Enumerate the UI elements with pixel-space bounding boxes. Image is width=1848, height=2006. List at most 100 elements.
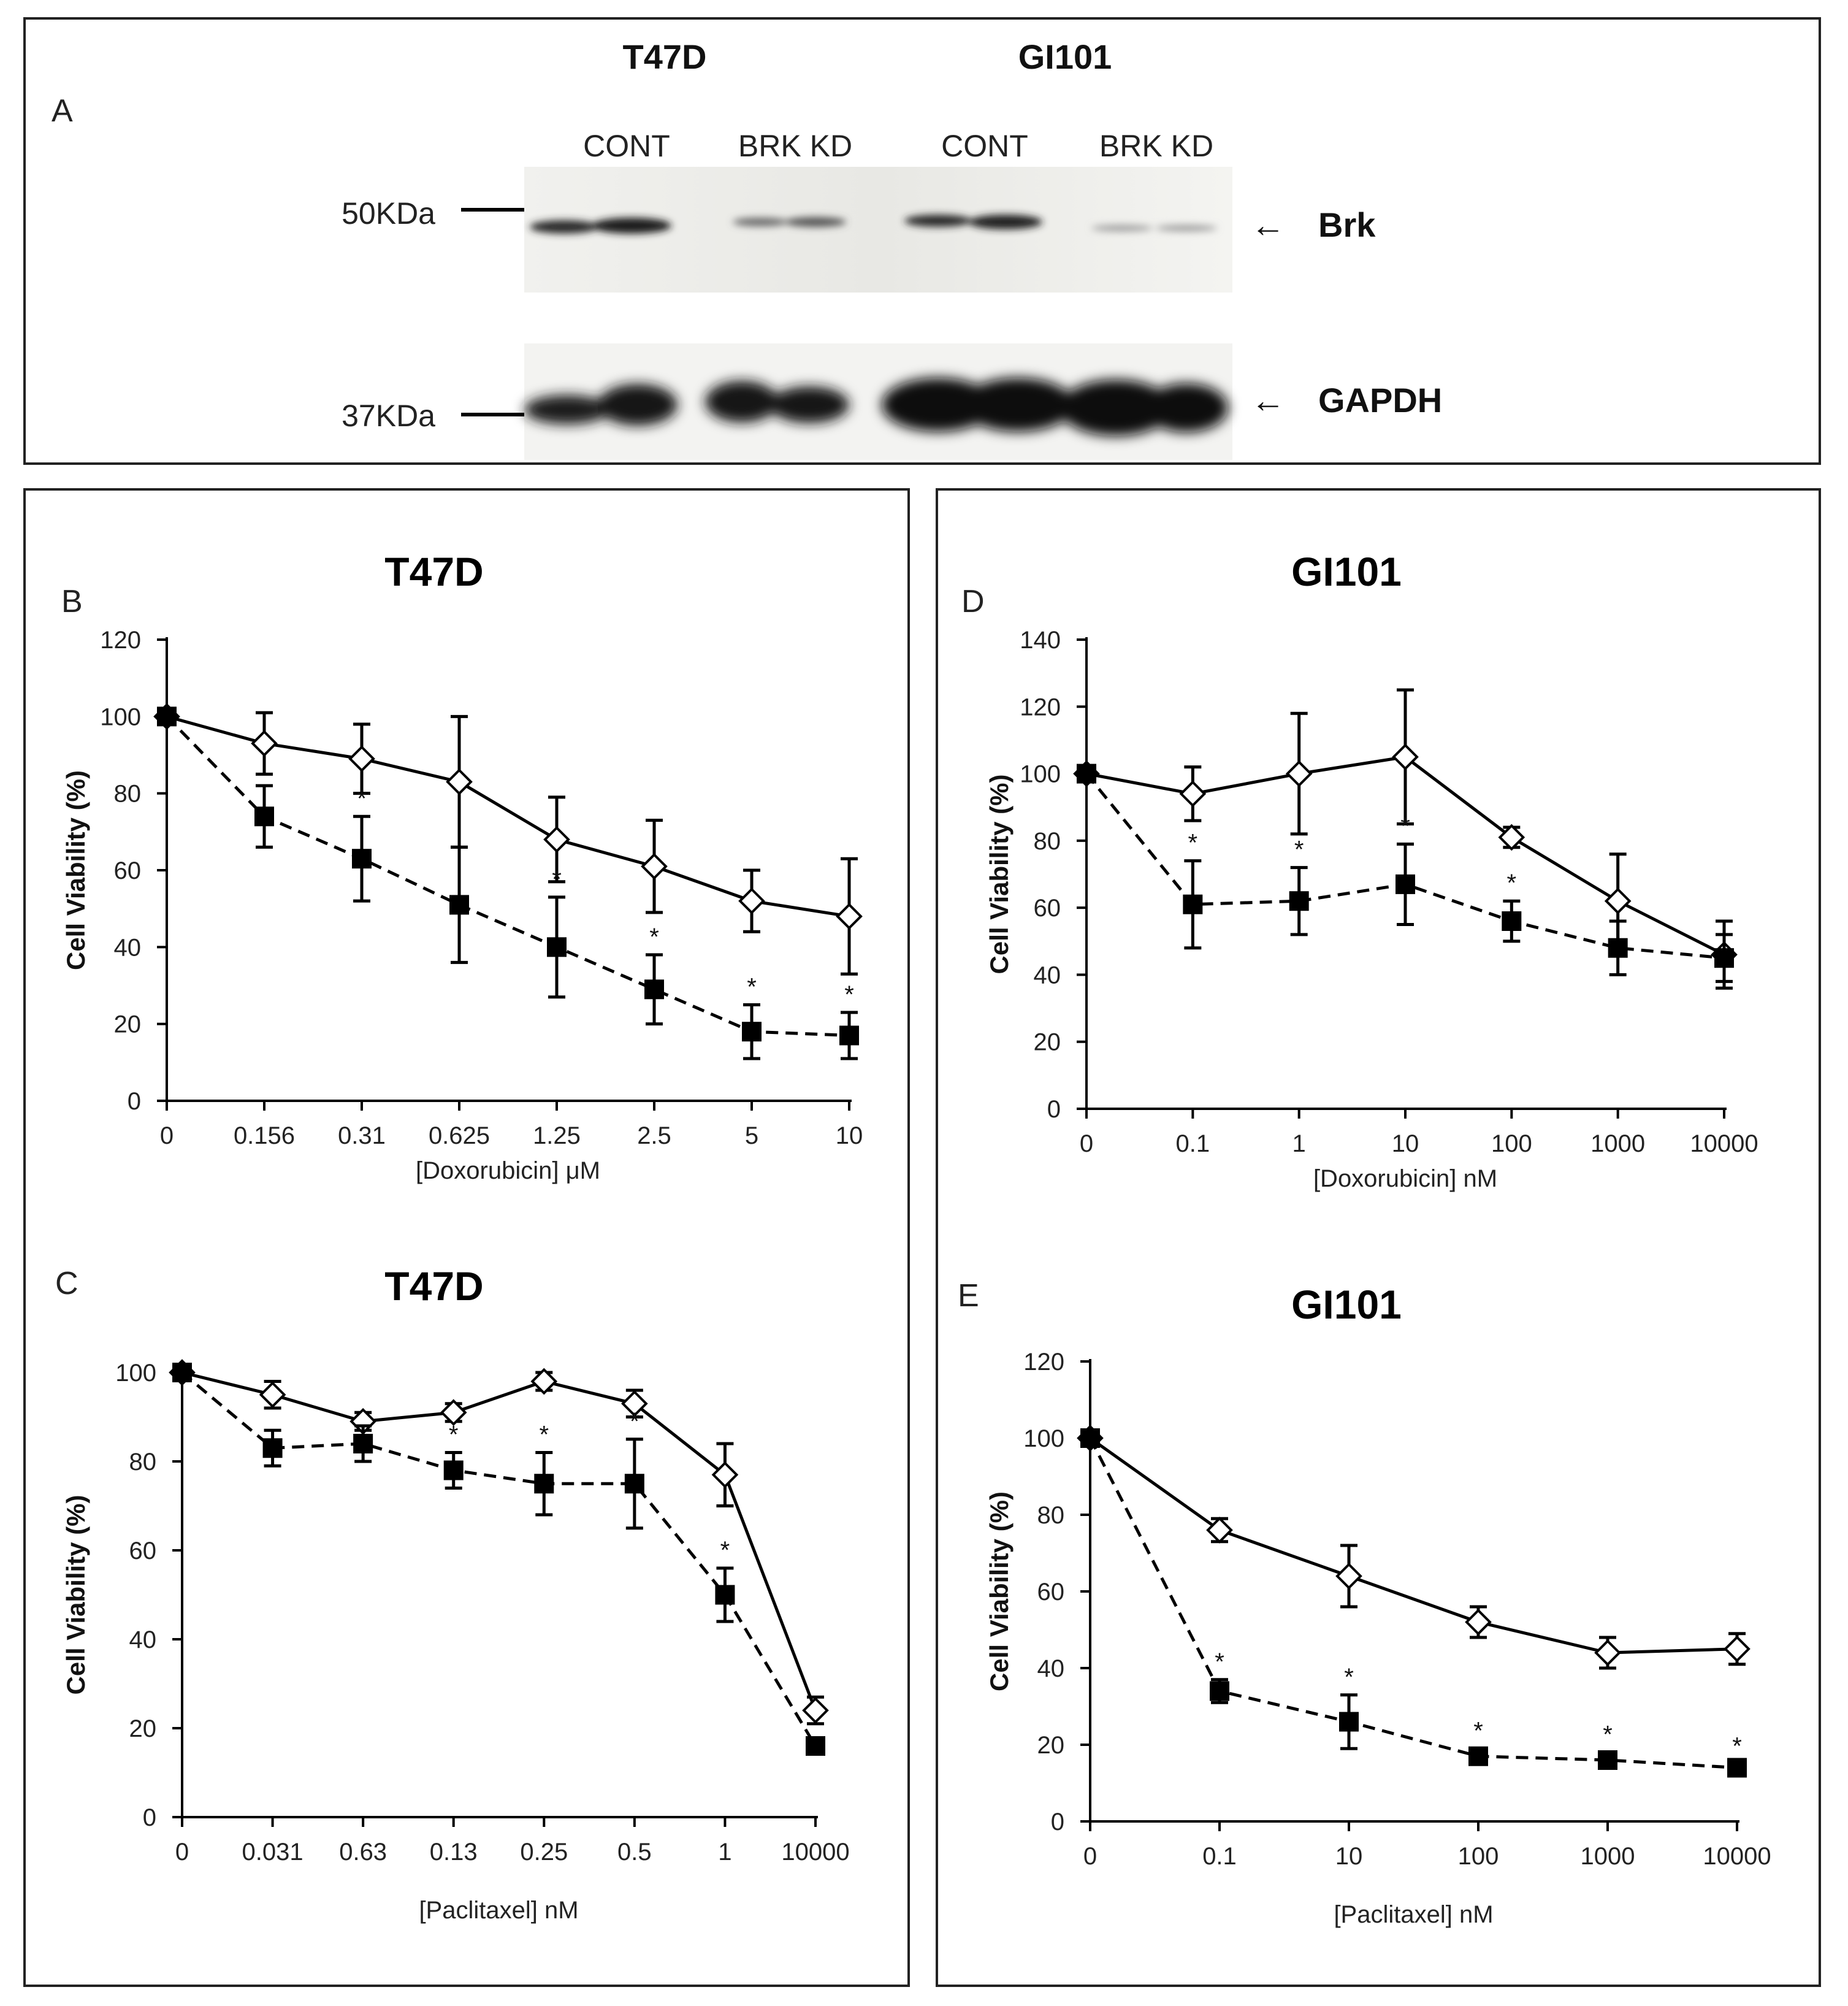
chart-title: T47D xyxy=(384,1263,483,1309)
significance-marker: * xyxy=(1732,1732,1742,1759)
data-point-cont xyxy=(1285,760,1313,787)
data-point-cont xyxy=(1392,743,1419,771)
panel-de-frame xyxy=(936,488,1821,1987)
y-tick-label: 100 xyxy=(1023,1425,1064,1452)
chart-e: E GI101 0 20 40 60 80 100 120 0 0.1 10 100 1000 10000 [… xyxy=(958,1278,1771,1928)
data-point-cont xyxy=(711,1461,739,1488)
data-point-brk-kd xyxy=(157,706,177,727)
significance-marker: * xyxy=(630,1408,640,1435)
y-tick-label: 80 xyxy=(129,1449,157,1476)
data-point-brk-kd xyxy=(1727,1758,1747,1778)
chart-title: GI101 xyxy=(1291,549,1402,594)
x-tick-label: 0.1 xyxy=(1202,1843,1237,1870)
data-point-brk-kd xyxy=(1468,1746,1488,1766)
cell-line-t47d: T47D xyxy=(623,37,707,76)
x-tick-label: 100 xyxy=(1458,1843,1499,1870)
y-tick-label: 20 xyxy=(1037,1732,1065,1759)
y-tick-label: 100 xyxy=(100,703,141,730)
chart-title: GI101 xyxy=(1291,1282,1402,1327)
y-tick-label: 80 xyxy=(1037,1502,1065,1529)
data-point-cont xyxy=(738,887,765,914)
x-tick-label: 1000 xyxy=(1590,1130,1645,1157)
x-tick-label: 1000 xyxy=(1581,1843,1635,1870)
significance-marker: * xyxy=(1400,813,1410,840)
band-label-gapdh: GAPDH xyxy=(1318,381,1442,419)
data-point-brk-kd xyxy=(1714,948,1734,968)
x-tick-label: 10000 xyxy=(1690,1130,1758,1157)
panel-bc-frame xyxy=(23,488,910,1987)
western-blot: A T47D GI101 CONT BRK KD CONT BRK KD xyxy=(52,37,1442,460)
y-tick-label: 20 xyxy=(129,1715,157,1742)
significance-marker: * xyxy=(1188,830,1198,857)
data-point-cont xyxy=(1335,1563,1362,1590)
x-tick-label: 0 xyxy=(1083,1843,1097,1870)
x-tick-label: 0.13 xyxy=(430,1839,478,1866)
data-point-cont xyxy=(1498,824,1525,851)
y-tick-label: 0 xyxy=(1047,1096,1061,1123)
x-axis-label: [Doxorubicin] nM xyxy=(1313,1165,1497,1192)
x-tick-label: 0.625 xyxy=(429,1122,490,1149)
x-tick-label: 10 xyxy=(836,1122,863,1149)
y-tick-label: 20 xyxy=(1034,1029,1061,1056)
panel-label: D xyxy=(961,584,985,619)
y-tick-label: 80 xyxy=(1034,828,1061,855)
data-point-brk-kd xyxy=(1289,891,1309,911)
data-point-brk-kd xyxy=(1183,894,1203,914)
y-tick-label: 120 xyxy=(1020,694,1061,721)
y-tick-label: 80 xyxy=(114,781,142,808)
x-tick-label: 10 xyxy=(1392,1130,1419,1157)
panel-label: C xyxy=(55,1266,78,1301)
y-tick-label: 140 xyxy=(1020,627,1061,654)
gapdh-band xyxy=(1060,380,1172,436)
significance-marker: * xyxy=(649,924,659,951)
y-tick-label: 0 xyxy=(1051,1809,1064,1836)
data-point-brk-kd xyxy=(715,1585,735,1605)
chart-d: D GI101 0 20 40 60 80 100 120 140 0 0.1 1 10 100 1000 10… xyxy=(961,549,1758,1192)
y-tick-label: 40 xyxy=(114,934,142,961)
data-point-brk-kd xyxy=(1077,764,1096,784)
significance-marker: * xyxy=(449,1422,459,1449)
gapdh-bands xyxy=(524,378,1228,436)
gapdh-band xyxy=(961,378,1074,432)
gapdh-band xyxy=(882,378,995,432)
chart-title: T47D xyxy=(384,549,483,594)
x-axis-label: [Paclitaxel] nM xyxy=(1334,1901,1493,1928)
y-axis-label: Cell Viability (%) xyxy=(985,775,1014,974)
y-tick-label: 40 xyxy=(1037,1655,1065,1682)
x-tick-label: 1 xyxy=(718,1839,731,1866)
brk-bands xyxy=(530,215,1217,234)
significance-marker: * xyxy=(1344,1664,1354,1691)
panel-label: E xyxy=(958,1278,979,1314)
x-tick-label: 0.1 xyxy=(1176,1130,1210,1157)
chart-b: B T47D 0 20 40 60 80 100 120 0 0.156 0.31 0.625 1.25 2… xyxy=(61,549,863,1184)
data-point-brk-kd xyxy=(534,1474,554,1494)
data-point-brk-kd xyxy=(1608,938,1628,958)
brk-band xyxy=(530,220,598,234)
data-point-cont xyxy=(1724,1635,1751,1663)
data-point-brk-kd xyxy=(1080,1428,1100,1448)
y-tick-label: 60 xyxy=(1037,1579,1065,1606)
marker-37kda: 37KDa xyxy=(342,399,435,433)
x-tick-label: 10 xyxy=(1335,1843,1363,1870)
x-tick-label: 0.031 xyxy=(242,1839,304,1866)
cell-line-gi101: GI101 xyxy=(1018,37,1112,76)
x-tick-label: 10000 xyxy=(1703,1843,1771,1870)
panel-a-label: A xyxy=(52,93,73,129)
series-line-brk-kd xyxy=(166,715,850,1037)
y-axis-label: Cell Viability (%) xyxy=(61,770,90,970)
data-point-brk-kd xyxy=(1396,874,1415,894)
x-tick-label: 0.156 xyxy=(234,1122,295,1149)
significance-marker: * xyxy=(552,866,562,893)
lane-label-brkkd-1: BRK KD xyxy=(738,129,852,163)
arrow-left-icon: ← xyxy=(1251,205,1285,244)
gapdh-band xyxy=(598,384,678,426)
x-tick-label: 2.5 xyxy=(637,1122,671,1149)
data-point-brk-kd xyxy=(742,1022,762,1042)
y-axis-label: Cell Viability (%) xyxy=(61,1495,90,1695)
y-tick-label: 100 xyxy=(1020,761,1061,788)
brk-band xyxy=(1091,225,1153,231)
significance-marker: * xyxy=(539,1422,549,1449)
data-point-brk-kd xyxy=(1502,911,1522,931)
data-point-cont xyxy=(440,1399,467,1426)
data-point-brk-kd xyxy=(1210,1681,1229,1701)
